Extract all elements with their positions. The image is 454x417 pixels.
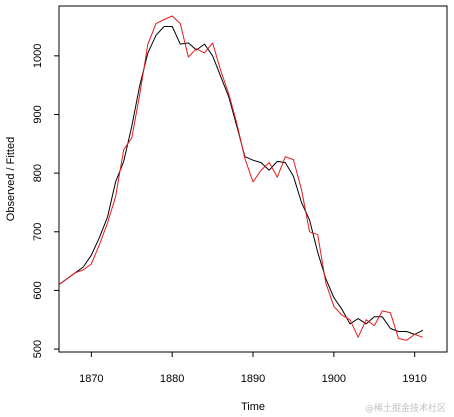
x-tick-label: 1870 [79,373,103,385]
y-tick-label: 1000 [32,44,44,68]
y-tick-label: 900 [32,105,44,123]
watermark: @稀土掘金技术社区 [364,404,446,414]
x-tick-label: 1890 [241,373,265,385]
x-tick-label: 1910 [402,373,426,385]
y-tick-label: 600 [32,281,44,299]
x-axis: 1870 1880 1890 1900 1910 [79,352,427,385]
series-line-1 [58,26,424,335]
x-tick-label: 1900 [322,373,346,385]
y-axis: 500 600 700 800 900 1000 [32,44,59,358]
y-tick-label: 700 [32,223,44,241]
series-line-2 [58,15,423,341]
y-axis-label: Observed / Fitted [5,137,17,221]
x-axis-label: Time [241,401,265,413]
y-tick-label: 500 [32,340,44,358]
series-layer [58,15,424,341]
y-tick-label: 800 [32,164,44,182]
x-tick-label: 1880 [160,373,184,385]
